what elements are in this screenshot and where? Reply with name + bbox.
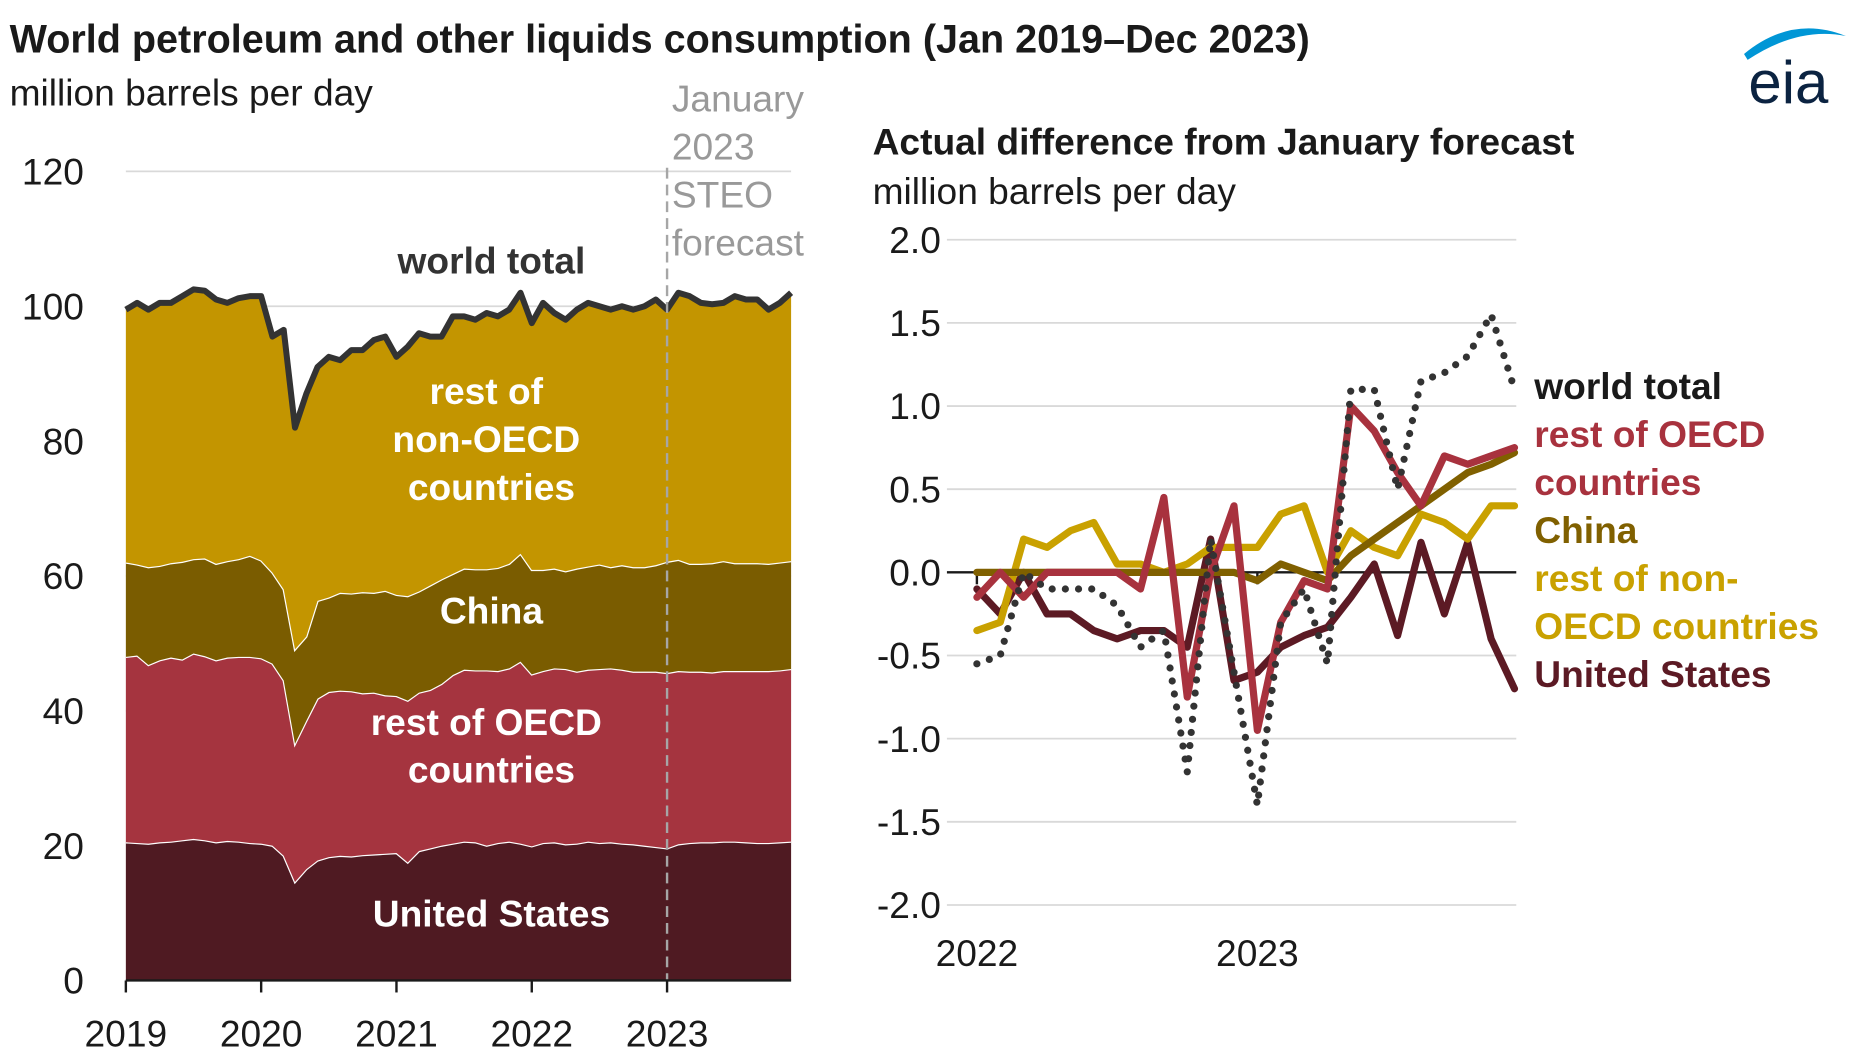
series-line	[973, 402, 1519, 734]
y-tick-label: 1.5	[889, 302, 941, 344]
chart-title: World petroleum and other liquids consum…	[10, 18, 1310, 62]
series-line	[973, 310, 1519, 809]
legend-label: rest of non-OECD countries	[1534, 557, 1819, 647]
legend-label: China	[1534, 509, 1638, 551]
area-label: rest of non-OECD countries	[392, 370, 590, 508]
chart-subtitle: million barrels per day	[10, 71, 374, 113]
y-tick-label: 0.0	[889, 552, 941, 594]
x-tick-label: 2023	[626, 1012, 709, 1054]
x-tick-label: 2021	[355, 1012, 438, 1054]
x-tick-label: 2022	[490, 1012, 573, 1054]
y-tick-label: -1.5	[877, 801, 941, 843]
line-label: world total	[397, 239, 586, 281]
y-axis-label: million barrels per day	[873, 170, 1237, 212]
y-tick-label: 0.5	[889, 468, 941, 510]
y-tick-label: 0	[63, 960, 84, 1002]
area-edge	[125, 551, 792, 653]
area	[125, 289, 792, 650]
x-tick-label: 2023	[1216, 932, 1299, 974]
logo-swoosh	[1744, 28, 1846, 60]
area	[125, 553, 792, 744]
area-label: rest of OECD countries	[371, 701, 612, 791]
y-tick-label: 120	[22, 151, 84, 193]
area	[125, 653, 792, 883]
legend-label: rest of OECD countries	[1534, 413, 1775, 503]
area	[125, 838, 792, 981]
y-tick-label: 100	[22, 285, 84, 327]
area-edge	[125, 652, 792, 748]
series-line	[973, 535, 1519, 693]
legend-label: world total	[1533, 365, 1722, 407]
y-tick-label: -0.5	[877, 635, 941, 677]
area-label: United States	[373, 893, 610, 935]
legend-label: United States	[1534, 653, 1771, 695]
y-tick-label: 40	[43, 690, 84, 732]
y-tick-label: 1.0	[889, 385, 941, 427]
total-line	[124, 286, 794, 431]
y-tick-label: -1.0	[877, 718, 941, 760]
y-tick-label: -2.0	[877, 884, 941, 926]
x-tick-label: 2022	[936, 932, 1019, 974]
x-tick-label: 2020	[220, 1012, 303, 1054]
logo: eia	[1748, 49, 1829, 116]
y-tick-label: 2.0	[889, 219, 941, 261]
x-tick-label: 2019	[85, 1012, 168, 1054]
panel-title: Actual difference from January forecast	[873, 121, 1575, 163]
annotation: January 2023 STEO forecast	[672, 77, 814, 263]
y-tick-label: 60	[43, 555, 84, 597]
y-tick-label: 20	[43, 825, 84, 867]
series-line	[973, 502, 1519, 635]
area-label: China	[440, 589, 544, 631]
y-tick-label: 80	[43, 420, 84, 462]
